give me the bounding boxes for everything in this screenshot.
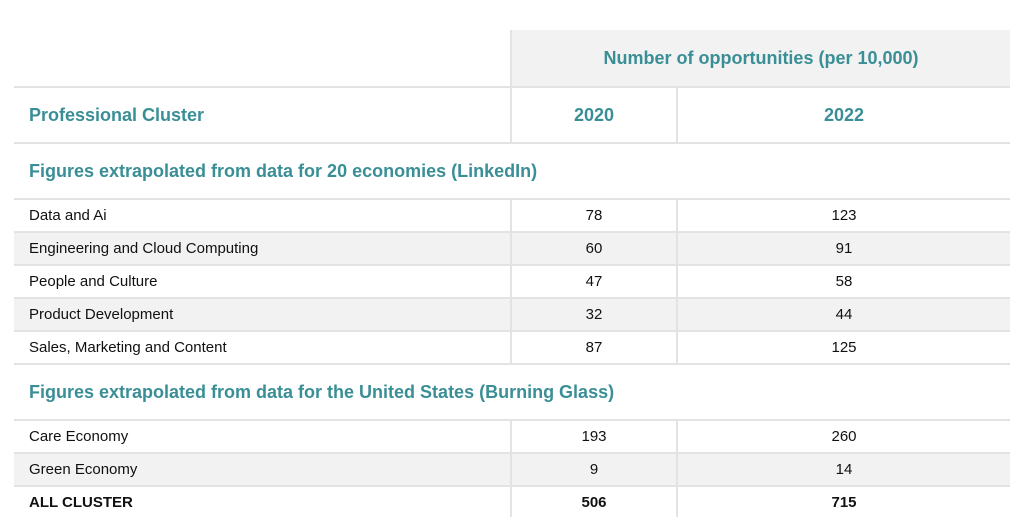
cell-2020: 87	[510, 332, 676, 363]
cell-2022: 123	[676, 200, 1010, 231]
table-row: Green Economy 9 14	[14, 454, 1010, 487]
cell-2022: 14	[676, 454, 1010, 485]
cell-2020: 9	[510, 454, 676, 485]
header-group-title: Number of opportunities (per 10,000)	[510, 30, 1010, 86]
table-row: Care Economy 193 260	[14, 421, 1010, 454]
cell-2020: 78	[510, 200, 676, 231]
table-row: Engineering and Cloud Computing 60 91	[14, 233, 1010, 266]
total-label: ALL CLUSTER	[29, 493, 133, 511]
cell-2022: 91	[676, 233, 1010, 264]
cell-cluster: Engineering and Cloud Computing	[29, 240, 259, 257]
table-row: People and Culture 47 58	[14, 266, 1010, 299]
cell-2020: 47	[510, 266, 676, 297]
cell-2020: 193	[510, 421, 676, 452]
header-column-row: Professional Cluster 2020 2022	[14, 88, 1010, 144]
total-2022: 715	[676, 487, 1010, 517]
opportunities-table: Number of opportunities (per 10,000) Pro…	[14, 30, 1010, 517]
cell-2020: 32	[510, 299, 676, 330]
cell-cluster: Care Economy	[29, 428, 129, 445]
header-spacer	[14, 30, 510, 86]
table-row: Data and Ai 78 123	[14, 200, 1010, 233]
cell-2022: 125	[676, 332, 1010, 363]
table-row: Sales, Marketing and Content 87 125	[14, 332, 1010, 365]
cell-2022: 260	[676, 421, 1010, 452]
total-2020: 506	[510, 487, 676, 517]
column-header-2020: 2020	[510, 88, 676, 142]
column-header-cluster: Professional Cluster	[29, 104, 205, 125]
header-group-row: Number of opportunities (per 10,000)	[14, 30, 1010, 88]
cell-2022: 44	[676, 299, 1010, 330]
cell-cluster: Product Development	[29, 306, 174, 323]
cell-cluster: People and Culture	[29, 273, 158, 290]
cell-2020: 60	[510, 233, 676, 264]
cell-2022: 58	[676, 266, 1010, 297]
cell-cluster: Green Economy	[29, 461, 138, 478]
cell-cluster: Sales, Marketing and Content	[29, 339, 227, 356]
table-row: Product Development 32 44	[14, 299, 1010, 332]
section-title-burning-glass: Figures extrapolated from data for the U…	[14, 365, 1010, 421]
column-header-2022: 2022	[676, 88, 1010, 142]
cell-cluster: Data and Ai	[29, 207, 107, 224]
section-title-linkedin: Figures extrapolated from data for 20 ec…	[14, 144, 1010, 200]
total-row: ALL CLUSTER 506 715	[14, 487, 1010, 517]
